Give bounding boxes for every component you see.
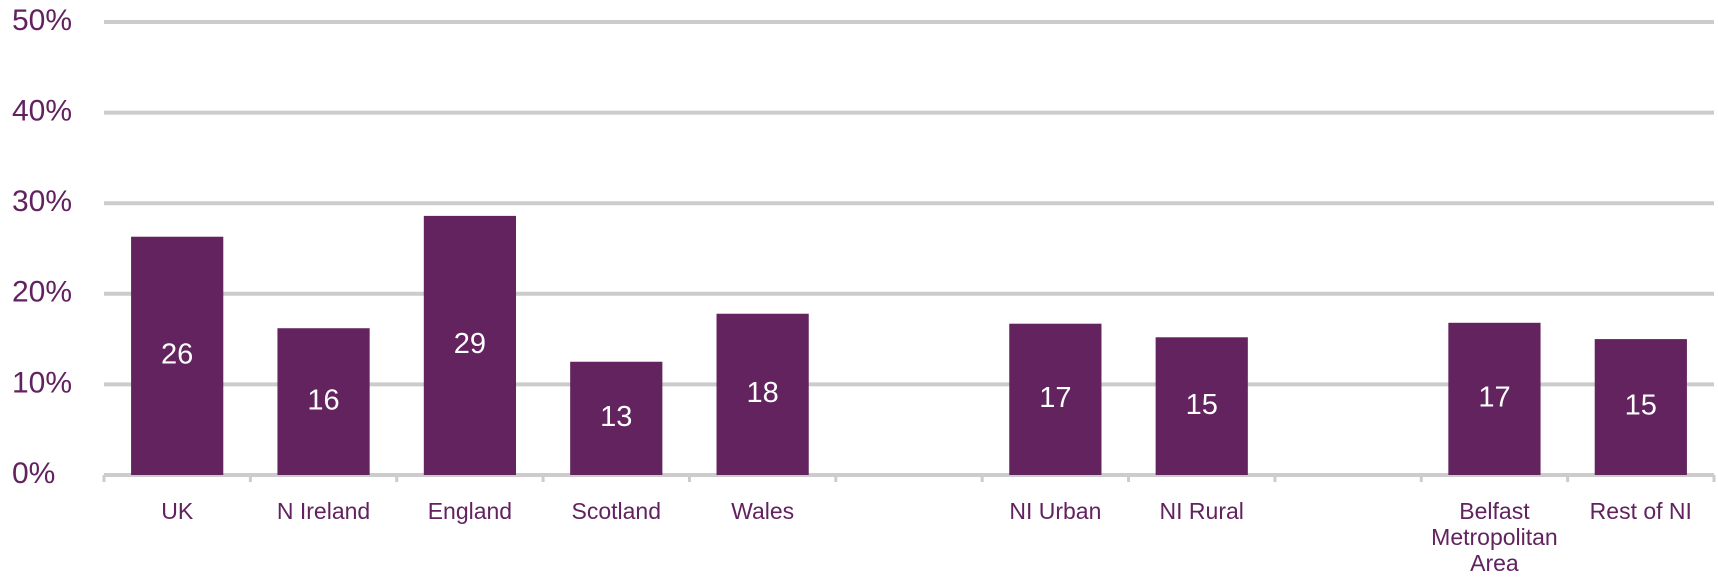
y-tick-label: 50%	[12, 4, 72, 37]
data-label: 17	[1478, 382, 1510, 414]
x-tick-label: Scotland	[571, 498, 662, 524]
y-tick-label: 0%	[12, 457, 55, 490]
bar	[1594, 339, 1687, 475]
data-label: 13	[600, 401, 632, 433]
bar	[423, 215, 517, 475]
x-tick-label: England	[427, 498, 513, 524]
x-tick-label: Rest of NI	[1589, 498, 1692, 524]
data-label: 29	[454, 328, 486, 360]
bar	[131, 236, 224, 475]
y-tick-label: 30%	[12, 185, 72, 218]
bar	[277, 328, 370, 475]
bar	[570, 361, 663, 475]
data-label: 15	[1186, 389, 1218, 421]
data-label: 15	[1625, 390, 1657, 422]
data-label: 16	[307, 384, 339, 416]
x-tick-label: Wales	[731, 498, 795, 524]
bar	[1009, 323, 1102, 475]
bar	[716, 313, 809, 475]
x-tick-label: NI Urban	[1009, 498, 1102, 524]
bar	[1155, 337, 1248, 475]
x-tick-label: Belfast Metropolitan Area	[1431, 498, 1558, 576]
bar	[1448, 322, 1541, 475]
y-tick-label: 20%	[12, 276, 72, 309]
y-tick-label: 10%	[12, 366, 72, 399]
data-label: 26	[161, 339, 193, 371]
x-tick-label: N Ireland	[276, 498, 371, 524]
data-label: 17	[1039, 382, 1071, 414]
x-tick-label: NI Rural	[1159, 498, 1244, 524]
y-tick-label: 40%	[12, 95, 72, 128]
x-tick-label: UK	[161, 498, 194, 524]
data-label: 18	[747, 377, 779, 409]
